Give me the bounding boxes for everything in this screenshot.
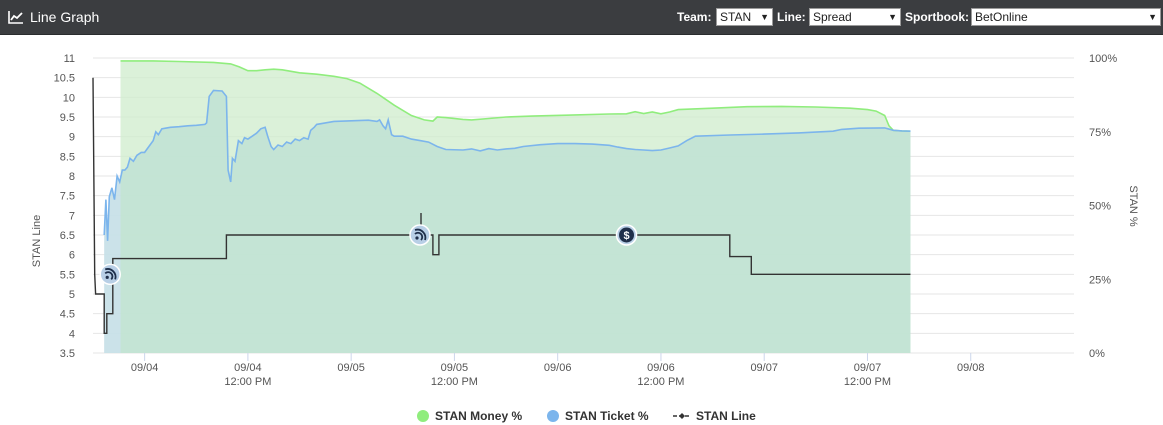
chevron-down-icon: ▼ <box>760 12 769 22</box>
money-area <box>120 60 911 354</box>
x-tick-date: 09/08 <box>957 362 985 374</box>
y-left-tick-label: 11 <box>64 53 75 65</box>
line-chart-icon <box>8 11 23 24</box>
stan-line <box>92 77 911 334</box>
x-tick-date: 09/06 <box>647 362 675 374</box>
y-left-axis-title: STAN Line <box>31 215 43 267</box>
sportbook-select[interactable]: BetOnline ▼ <box>971 8 1161 26</box>
team-select-value: STAN <box>720 10 752 24</box>
legend-label-money: STAN Money % <box>435 409 523 423</box>
team-select[interactable]: STAN ▼ <box>716 8 773 26</box>
y-left-tick-label: 6 <box>69 250 75 262</box>
chart-header: Line Graph Team: STAN ▼ Line: Spread ▼ S… <box>0 0 1163 35</box>
legend-item-money[interactable]: STAN Money % <box>417 409 522 423</box>
x-tick-date: 09/05 <box>441 362 469 374</box>
overlap-area <box>104 90 911 354</box>
chart-title: Line Graph <box>30 9 100 25</box>
y-right-tick-label: 75% <box>1089 127 1111 139</box>
rss-icon <box>99 263 121 286</box>
line-select[interactable]: Spread ▼ <box>809 8 901 26</box>
legend-item-line[interactable]: STAN Line <box>672 409 756 423</box>
chart-area: 3.5 4 4.5 5 5.5 6 6.5 7 7.5 8 8.5 9 9.5 10 10.5 11 0% 25%… <box>0 35 1163 425</box>
x-tick-time: 12:00 PM <box>431 376 478 388</box>
legend-label-ticket: STAN Ticket % <box>565 409 649 423</box>
annotations: $ <box>99 213 638 286</box>
legend-item-ticket[interactable]: STAN Ticket % <box>547 409 649 423</box>
legend-dot-icon <box>417 410 429 422</box>
y-left-tick-label: 5 <box>69 289 75 301</box>
dollar-glyph: $ <box>623 230 629 242</box>
x-tick-date: 09/04 <box>234 362 262 374</box>
y-left-tick-label: 9 <box>69 132 75 144</box>
y-left-tick-label: 5.5 <box>60 269 75 281</box>
line-chart: 3.5 4 4.5 5 5.5 6 6.5 7 7.5 8 8.5 9 9.5 10 10.5 11 0% 25%… <box>31 53 1139 388</box>
area-fills <box>104 60 911 354</box>
x-tick-date: 09/07 <box>854 362 882 374</box>
legend-dot-icon <box>547 410 559 422</box>
rss-arc <box>104 271 114 280</box>
rss-dot <box>415 236 419 240</box>
team-label: Team: <box>677 10 712 24</box>
y-left-tick-label: 4.5 <box>60 309 75 321</box>
chart-legend: STAN Money % STAN Ticket % STAN Line <box>0 409 1163 425</box>
rss-arc <box>414 228 427 241</box>
y-left-tick-label: 7 <box>69 210 75 222</box>
y-left-tick-label: 9.5 <box>60 112 75 124</box>
y-right-tick-label: 0% <box>1089 348 1105 360</box>
sportbook-select-value: BetOnline <box>975 10 1028 24</box>
y-left-tick-label: 10.5 <box>54 73 75 85</box>
rss-icon <box>409 213 431 246</box>
y-left-tick-label: 6.5 <box>60 230 75 242</box>
chevron-down-icon: ▼ <box>888 12 897 22</box>
series-lines <box>92 60 911 334</box>
y-left-tick-label: 8 <box>69 171 75 183</box>
sportbook-label: Sportbook: <box>905 10 969 24</box>
x-tick-time: 12:00 PM <box>844 376 891 388</box>
axis-ticks: 3.5 4 4.5 5 5.5 6 6.5 7 7.5 8 8.5 9 9.5 10 10.5 11 0% 25%… <box>54 53 1118 388</box>
x-tick-time: 12:00 PM <box>224 376 271 388</box>
x-tick-time: 12:00 PM <box>637 376 684 388</box>
annotation-marker <box>99 263 121 286</box>
y-left-tick-label: 3.5 <box>60 348 75 360</box>
y-right-tick-label: 25% <box>1089 274 1111 286</box>
rss-arc <box>104 268 117 280</box>
rss-dot <box>105 275 109 279</box>
x-tick-date: 09/06 <box>544 362 572 374</box>
y-left-tick-label: 8.5 <box>60 151 75 163</box>
dollar-badge <box>619 227 635 243</box>
y-right-axis-title: STAN % <box>1127 185 1139 227</box>
y-left-tick-label: 4 <box>69 328 75 340</box>
y-left-tick-label: 10 <box>63 92 75 104</box>
money-line <box>120 60 911 132</box>
chevron-down-icon: ▼ <box>1148 12 1157 22</box>
line-select-value: Spread <box>813 10 852 24</box>
legend-line-icon <box>673 413 691 419</box>
y-right-tick-label: 50% <box>1089 201 1111 213</box>
x-tick-date: 09/07 <box>750 362 778 374</box>
x-tick-date: 09/04 <box>131 362 159 374</box>
legend-label-line: STAN Line <box>696 409 756 423</box>
y-left-tick-label: 7.5 <box>60 191 75 203</box>
title-group: Line Graph <box>8 9 99 25</box>
ticket-line <box>103 89 911 241</box>
y-right-tick-label: 100% <box>1089 53 1117 65</box>
rss-arc <box>414 231 424 241</box>
annotation-marker <box>409 224 431 246</box>
line-label: Line: <box>777 10 806 24</box>
dollar-icon: $ <box>615 224 638 246</box>
x-tick-date: 09/05 <box>337 362 365 374</box>
